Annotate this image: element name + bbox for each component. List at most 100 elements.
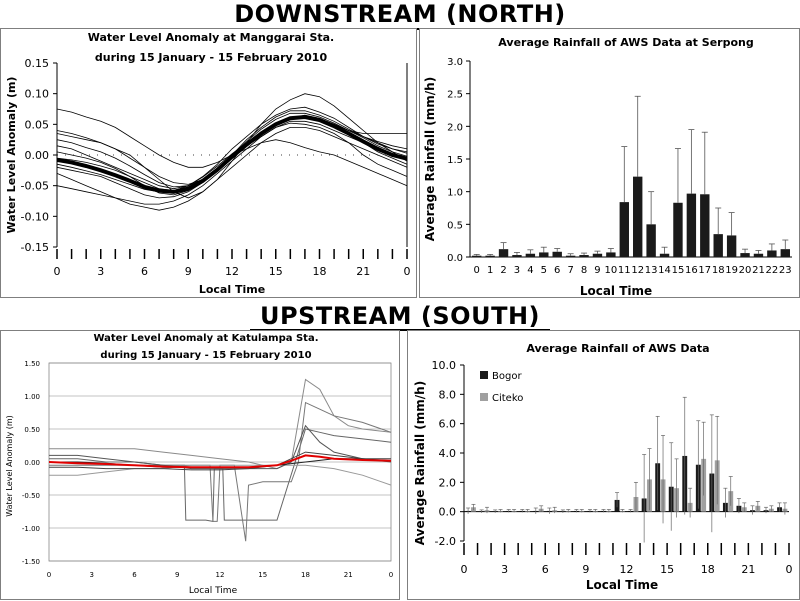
series-line-3	[49, 464, 392, 486]
x-tick-label: 17	[698, 265, 711, 276]
x-tick-label: 3	[90, 571, 94, 579]
x-axis-label: Local Time	[586, 578, 658, 592]
chart-title-line2: during 15 January - 15 February 2010	[95, 51, 328, 64]
bar	[686, 193, 697, 257]
series-line-6	[49, 451, 391, 471]
x-tick-label: 9	[594, 265, 600, 276]
x-tick-label: 0	[474, 265, 480, 276]
y-tick-label: 0.05	[25, 118, 50, 131]
x-tick-label: 15	[269, 265, 283, 278]
bar	[485, 255, 495, 257]
y-axis-label: Average Rainfall (mm/h)	[413, 381, 427, 545]
y-axis-label: Average Rainfall (mm/h)	[423, 77, 437, 241]
x-tick-label: 0	[389, 571, 393, 579]
x-tick-label: 18	[313, 265, 327, 278]
x-axis-label: Local Time	[580, 284, 652, 298]
series-line-7	[56, 122, 408, 205]
x-tick-label: 18	[301, 571, 310, 579]
y-tick-label: 2.0	[439, 476, 457, 489]
x-tick-label: 9	[175, 571, 179, 579]
y-tick-label: 1.0	[447, 188, 463, 199]
series-line-2	[56, 93, 408, 199]
chart-manggarai: Water Level Anomaly at Manggarai Sta. dur…	[5, 31, 411, 296]
y-tick-label: -2.0	[435, 535, 456, 548]
chart-serpong-panel: Average Rainfall of AWS Data at Serpong 3…	[419, 28, 800, 298]
x-tick-label: 9	[582, 563, 589, 576]
x-tick-label: 8	[581, 265, 587, 276]
x-tick-label: 22	[766, 265, 779, 276]
x-tick-label: 21	[344, 571, 353, 579]
bar	[726, 235, 737, 257]
bar	[606, 252, 616, 257]
legend-swatch-bogor	[480, 371, 488, 379]
x-tick-label: 1	[487, 265, 493, 276]
bar	[767, 250, 777, 257]
series-line-9	[56, 112, 408, 188]
x-tick-label: 21	[741, 563, 755, 576]
y-tick-label: -0.10	[21, 210, 49, 223]
bar	[633, 176, 643, 257]
y-tick-label: 6.0	[439, 418, 457, 431]
x-tick-label: 15	[660, 563, 674, 576]
x-tick-label: 5	[541, 265, 547, 276]
bar	[753, 253, 764, 257]
y-tick-label: -0.50	[22, 492, 40, 500]
x-tick-label: 12	[216, 571, 225, 579]
x-tick-label: 7	[567, 265, 573, 276]
bar	[673, 202, 683, 257]
x-tick-label: 12	[620, 563, 634, 576]
y-tick-label: 0.15	[25, 57, 50, 70]
bar	[700, 194, 710, 257]
chart-title-line1: Water Level Anomaly at Manggarai Sta.	[88, 31, 335, 44]
chart-serpong: Average Rainfall of AWS Data at Serpong 3…	[423, 36, 792, 298]
y-tick-label: 2.0	[447, 122, 463, 133]
bar	[552, 251, 562, 257]
x-tick-label: 4	[527, 265, 533, 276]
x-tick-label: 19	[725, 265, 738, 276]
x-tick-label: 3	[97, 265, 104, 278]
y-tick-label: 2.5	[447, 90, 463, 101]
x-tick-label: 9	[185, 265, 192, 278]
x-tick-label: 0	[786, 563, 793, 576]
bar	[659, 253, 670, 257]
y-axis-label: Water Level Anomaly (m)	[5, 415, 14, 517]
series-line-4	[56, 106, 408, 190]
y-tick-label: 0.50	[24, 426, 40, 434]
legend-swatch-citeko	[480, 393, 488, 401]
y-tick-label: -0.15	[21, 241, 49, 254]
x-tick-label: 21	[356, 265, 370, 278]
chart-aws-panel: Average Rainfall of AWS Data 10.0 8.0 6.0 4.…	[407, 330, 800, 600]
bar	[780, 249, 790, 257]
section-title-upstream: UPSTREAM (SOUTH)	[260, 302, 540, 330]
chart-title: Average Rainfall of AWS Data	[526, 342, 709, 355]
x-tick-label: 12	[225, 265, 239, 278]
bar	[498, 249, 509, 257]
x-tick-label: 6	[542, 563, 549, 576]
bar	[512, 255, 522, 257]
y-tick-label: -1.50	[22, 558, 40, 566]
x-tick-label: 16	[685, 265, 698, 276]
bar	[740, 253, 750, 257]
y-tick-label: 0.0	[447, 253, 463, 264]
x-tick-label: 15	[672, 265, 685, 276]
y-tick-label: 3.0	[447, 57, 463, 68]
y-tick-label: 8.0	[439, 388, 457, 401]
x-tick-label: 3	[501, 563, 508, 576]
bar	[472, 255, 482, 257]
x-tick-label: 11	[618, 265, 631, 276]
bar	[565, 255, 576, 257]
x-tick-label: 0	[461, 563, 468, 576]
bar	[539, 252, 549, 257]
bar	[579, 255, 589, 257]
y-tick-label: 0.10	[25, 88, 50, 101]
chart-katulampa: Water Level Anomaly at Katulampa Sta. dur…	[5, 333, 393, 596]
x-tick-label: 0	[47, 571, 51, 579]
y-tick-label: 0.00	[24, 459, 40, 467]
x-tick-label: 10	[605, 265, 618, 276]
section-title-downstream: DOWNSTREAM (NORTH)	[234, 0, 566, 28]
chart-aws: Average Rainfall of AWS Data 10.0 8.0 6.0 4.…	[413, 342, 793, 592]
chart-manggarai-panel: Water Level Anomaly at Manggarai Sta. dur…	[0, 28, 417, 298]
legend-label-citeko: Citeko	[492, 393, 523, 404]
bar	[713, 234, 723, 257]
x-tick-label: 15	[258, 571, 267, 579]
